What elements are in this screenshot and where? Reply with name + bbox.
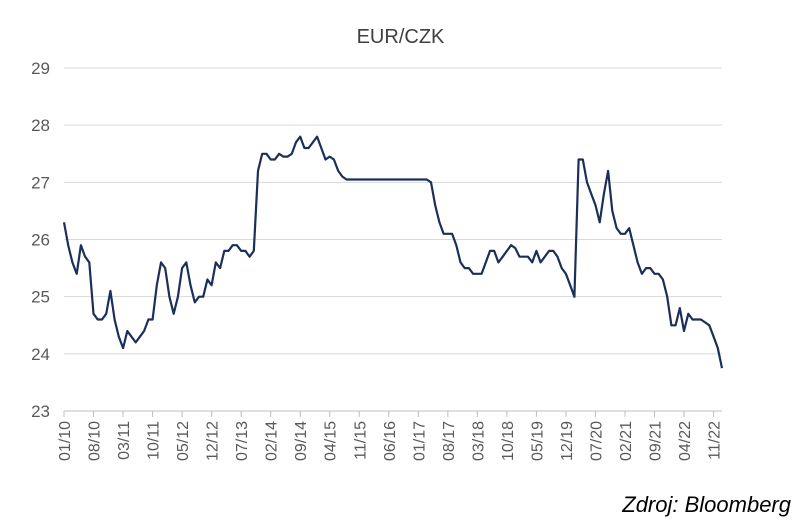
x-tick-label: 03/18 — [470, 421, 487, 461]
x-tick-label: 11/22 — [707, 421, 724, 460]
x-tick-label: 07/20 — [588, 421, 605, 461]
x-tick-label: 11/15 — [352, 421, 369, 460]
x-tick-label: 09/21 — [648, 421, 665, 461]
x-axis: 01/10 08/10 03/11 10/11 05/12 12/12 07/13 02/14… — [57, 410, 724, 461]
x-tick-label: 04/22 — [677, 421, 694, 461]
x-tick-label: 02/21 — [618, 421, 635, 461]
y-tick-label: 28 — [31, 116, 50, 135]
x-tick-label: 09/14 — [293, 421, 310, 461]
x-tick-label: 12/12 — [205, 421, 222, 461]
x-tick-label: 03/11 — [116, 421, 133, 460]
y-tick-label: 27 — [31, 173, 50, 192]
x-tick-label: 06/16 — [382, 421, 399, 461]
y-tick-label: 25 — [31, 288, 50, 307]
x-tick-label: 05/19 — [529, 421, 546, 461]
x-tick-label: 08/10 — [87, 421, 104, 461]
y-axis: 23 24 25 26 27 28 29 — [31, 59, 50, 421]
x-tick-label: 08/17 — [441, 421, 458, 461]
y-tick-label: 26 — [31, 231, 50, 250]
x-tick-label: 07/13 — [234, 421, 251, 461]
plot-area — [62, 135, 724, 369]
x-tick-label: 12/19 — [559, 421, 576, 461]
y-tick-label: 29 — [31, 59, 50, 78]
x-tick-label: 02/14 — [264, 421, 281, 461]
x-tick-label: 10/11 — [146, 421, 163, 460]
y-tick-label: 23 — [31, 402, 50, 421]
gridlines — [64, 67, 722, 355]
series-line-0 — [62, 135, 724, 369]
chart-title: EUR/CZK — [356, 26, 445, 48]
x-tick-label: 01/10 — [57, 421, 74, 461]
x-tick-label: 04/15 — [323, 421, 340, 461]
source-note: Zdroj: Bloomberg — [622, 492, 791, 517]
x-tick-label: 05/12 — [175, 421, 192, 461]
x-tick-label: 10/18 — [500, 421, 517, 461]
y-tick-label: 24 — [31, 345, 50, 364]
x-tick-label: 01/17 — [411, 421, 428, 461]
